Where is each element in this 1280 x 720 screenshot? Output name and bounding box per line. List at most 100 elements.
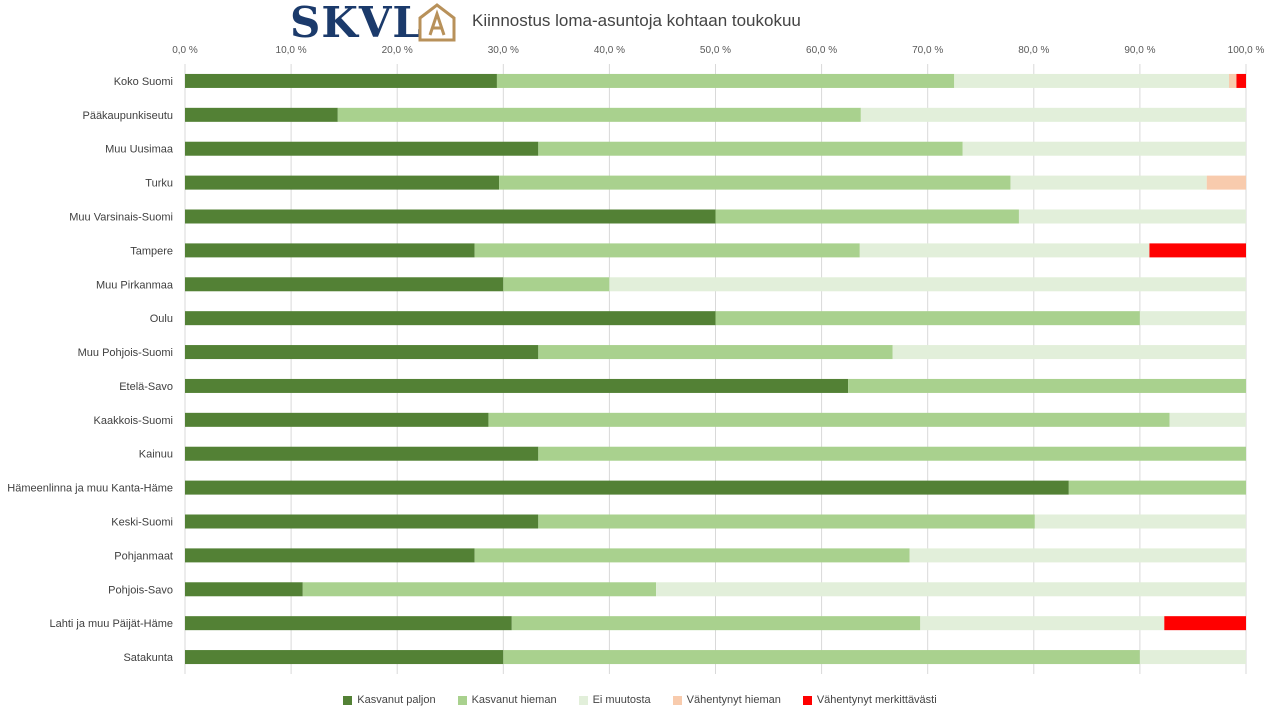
category-label: Kainuu — [139, 449, 173, 461]
category-label: Pääkaupunkiseutu — [82, 110, 173, 122]
category-label: Satakunta — [123, 652, 173, 664]
bar-segment — [538, 514, 1035, 529]
bar-segment — [656, 582, 1246, 597]
category-label: Koko Suomi — [114, 76, 173, 88]
legend-item: Vähentynyt merkittävästi — [802, 692, 937, 708]
bar-segment — [185, 175, 500, 190]
chart-title: Kiinnostus loma-asuntoja kohtaan toukoku… — [472, 11, 801, 30]
legend-label: Kasvanut paljon — [357, 694, 436, 706]
x-tick-label: 20,0 % — [382, 45, 413, 56]
bar-segment — [185, 480, 1069, 495]
bar-segment — [1034, 514, 1246, 529]
logo-house-icon — [418, 3, 456, 42]
legend-item: Vähentynyt hieman — [672, 692, 781, 708]
bar-segment — [185, 243, 475, 258]
category-label: Muu Varsinais-Suomi — [69, 212, 173, 224]
category-label: Pohjanmaat — [114, 550, 173, 562]
category-label: Kaakkois-Suomi — [94, 415, 173, 427]
bar-segment — [859, 243, 1150, 258]
bar-segment — [503, 650, 1140, 665]
legend-label: Vähentynyt hieman — [686, 694, 781, 706]
bar-segment — [1149, 243, 1246, 258]
bar-segment — [609, 277, 1246, 292]
bar-segment — [1139, 650, 1246, 665]
bar-segment — [185, 311, 716, 326]
category-label: Oulu — [150, 313, 173, 325]
bar-segment — [337, 107, 861, 122]
x-tick-label: 0,0 % — [172, 45, 198, 56]
bar-segment — [185, 650, 504, 665]
category-label: Lahti ja muu Päijät-Häme — [49, 618, 173, 630]
bar-segment — [488, 412, 1170, 427]
bar-segment — [185, 446, 539, 461]
bar-segment — [185, 548, 475, 563]
bar-segment — [185, 141, 539, 156]
x-tick-label: 10,0 % — [276, 45, 307, 56]
bar-segment — [1236, 73, 1246, 88]
bar-segment — [511, 616, 921, 631]
chart-legend: Kasvanut paljon Kasvanut hieman Ei muutost… — [0, 692, 1280, 708]
bar-segment — [962, 141, 1246, 156]
bar-segment — [1164, 616, 1246, 631]
legend-swatch — [672, 695, 682, 705]
x-tick-label: 70,0 % — [912, 45, 943, 56]
bar-segment — [185, 209, 716, 224]
bar-segment — [185, 345, 539, 360]
bar-segment — [1206, 175, 1246, 190]
category-label: Muu Uusimaa — [105, 144, 174, 156]
bar-segment — [185, 107, 338, 122]
category-label: Etelä-Savo — [119, 381, 173, 393]
bar-segment — [185, 514, 539, 529]
bar-segment — [538, 141, 963, 156]
bar-segment — [909, 548, 1246, 563]
x-tick-label: 30,0 % — [488, 45, 519, 56]
bar-segment — [185, 412, 489, 427]
bar-segment — [848, 378, 1246, 393]
bar-segment — [538, 345, 893, 360]
legend-swatch — [802, 695, 812, 705]
legend-item: Kasvanut paljon — [343, 692, 436, 708]
legend-swatch — [578, 695, 588, 705]
legend-item: Kasvanut hieman — [457, 692, 557, 708]
logo-text: SKVL — [290, 0, 423, 47]
bar-segment — [920, 616, 1165, 631]
bar-segment — [474, 243, 860, 258]
bar-segment — [499, 175, 1011, 190]
x-tick-label: 90,0 % — [1124, 45, 1155, 56]
bar-segment — [892, 345, 1246, 360]
bar-segment — [954, 73, 1230, 88]
legend-swatch — [457, 695, 467, 705]
bar-segment — [715, 209, 1019, 224]
legend-label: Vähentynyt merkittävästi — [816, 694, 937, 706]
x-tick-label: 80,0 % — [1018, 45, 1049, 56]
bar-segment — [1169, 412, 1246, 427]
x-tick-label: 40,0 % — [594, 45, 625, 56]
category-label: Keski-Suomi — [111, 517, 173, 529]
bar-segment — [1018, 209, 1246, 224]
legend-item: Ei muutosta — [578, 692, 651, 708]
bar-segment — [1068, 480, 1246, 495]
bar-segment — [185, 277, 504, 292]
bar-segment — [860, 107, 1246, 122]
bar-segment — [1010, 175, 1207, 190]
bar-segment — [474, 548, 910, 563]
category-label: Muu Pirkanmaa — [96, 279, 174, 291]
bar-segment — [1139, 311, 1246, 326]
category-label: Pohjois-Savo — [108, 584, 173, 596]
x-tick-label: 100,0 % — [1228, 45, 1265, 56]
bar-segment — [185, 582, 303, 597]
bar-segment — [538, 446, 1246, 461]
category-label: Turku — [145, 178, 173, 190]
bar-segment — [185, 378, 849, 393]
legend-label: Kasvanut hieman — [471, 694, 557, 706]
bar-segment — [1229, 73, 1237, 88]
category-label: Hämeenlinna ja muu Kanta-Häme — [7, 483, 173, 495]
x-tick-label: 60,0 % — [806, 45, 837, 56]
bar-segment — [503, 277, 610, 292]
category-label: Muu Pohjois-Suomi — [78, 347, 173, 359]
bar-segment — [185, 73, 497, 88]
legend-swatch — [343, 695, 353, 705]
x-tick-label: 50,0 % — [700, 45, 731, 56]
bar-segment — [496, 73, 955, 88]
